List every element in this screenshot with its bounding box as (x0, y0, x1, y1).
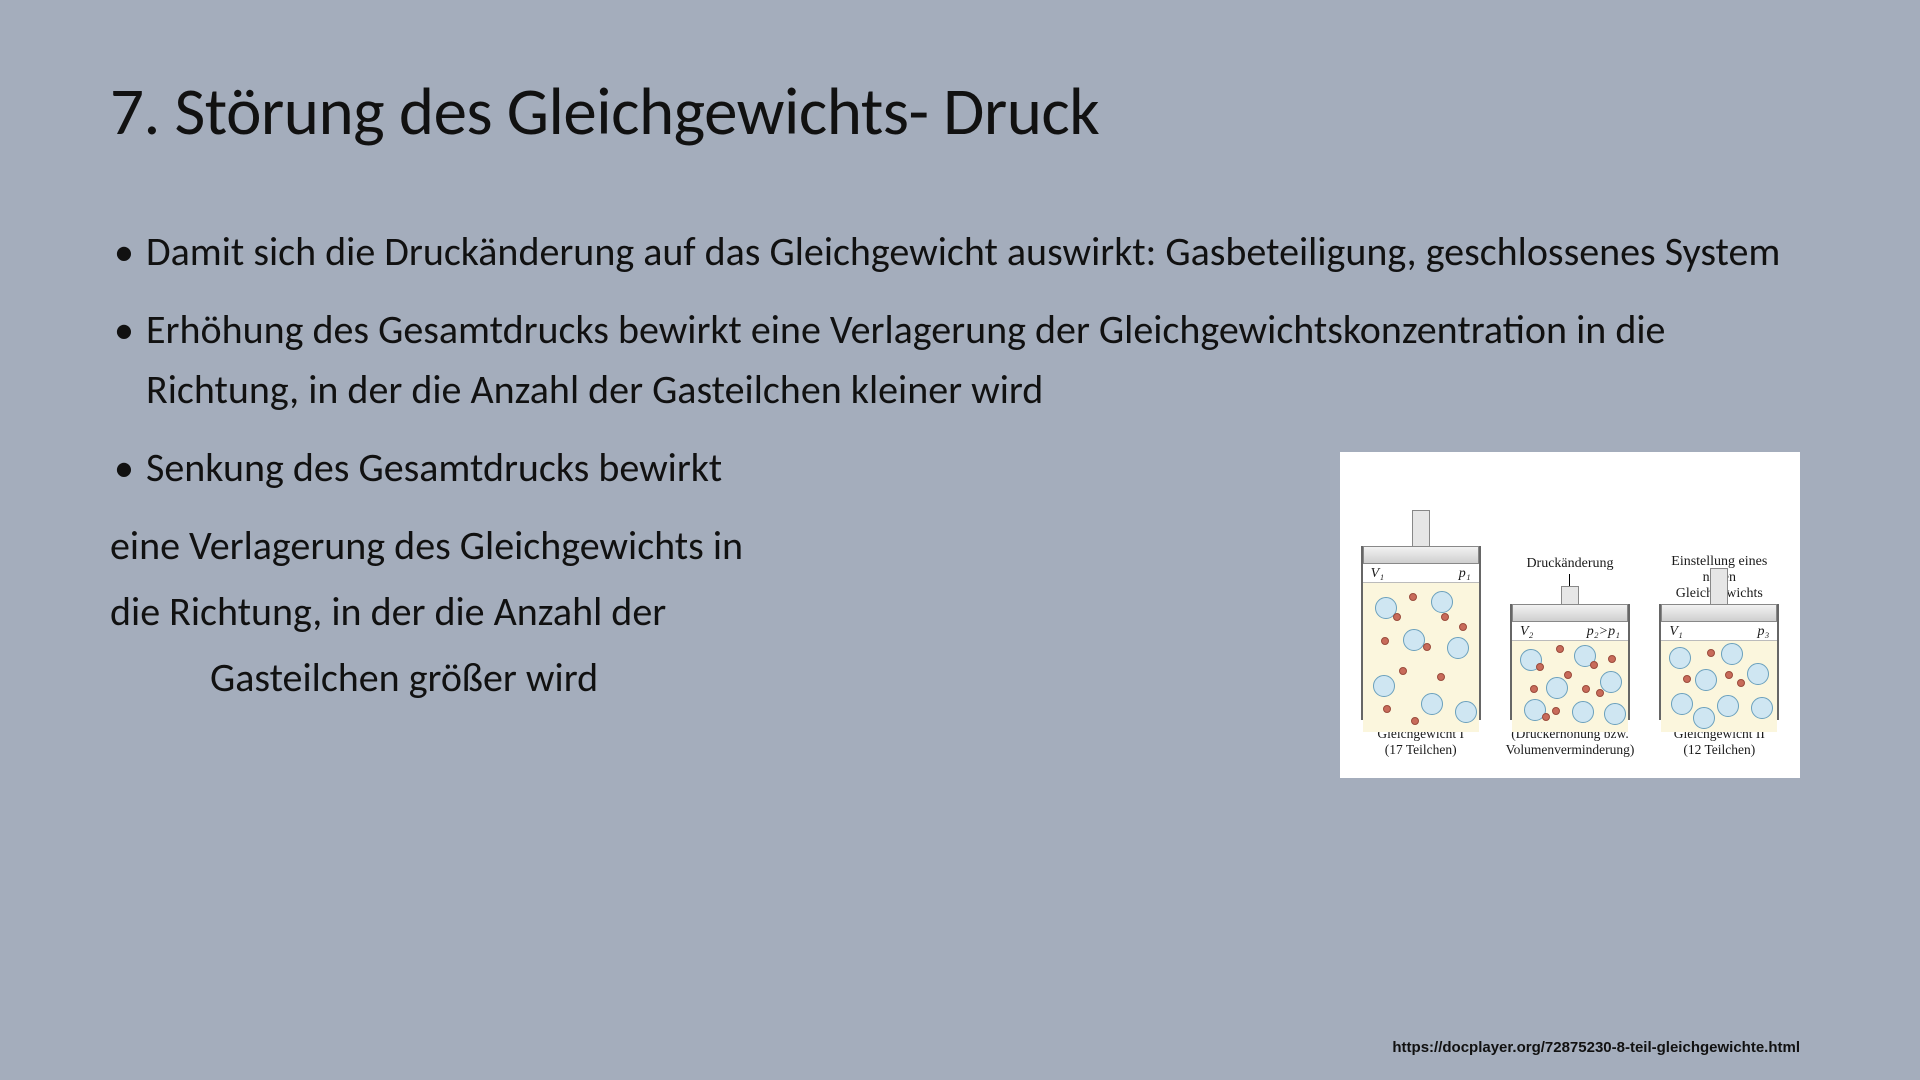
slide-title: 7. Störung des Gleichgewichts- Druck (110, 70, 1810, 152)
piston-rod (1412, 510, 1430, 546)
small-particle-icon (1530, 685, 1538, 693)
cylinder-3-body: V₁p₃ (1659, 604, 1779, 720)
large-particle-icon (1455, 701, 1477, 723)
large-particle-icon (1721, 643, 1743, 665)
cylinder-3-vp-labels: V₁p₃ (1661, 622, 1777, 640)
cylinder-3: Einstellung eines neuen GleichgewichtsV₁… (1645, 554, 1793, 720)
small-particle-icon (1556, 645, 1564, 653)
cylinder-1-body: V₁p₁ (1361, 546, 1481, 720)
small-particle-icon (1536, 663, 1544, 671)
large-particle-icon (1604, 703, 1626, 725)
large-particle-icon (1572, 701, 1594, 723)
large-particle-icon (1431, 591, 1453, 613)
large-particle-icon (1403, 629, 1425, 651)
large-particle-icon (1695, 669, 1717, 691)
small-particle-icon (1608, 655, 1616, 663)
source-citation: https://docplayer.org/72875230-8-teil-gl… (1392, 1039, 1800, 1056)
cylinder-2-body: V₂p₂>p₁ (1510, 604, 1630, 720)
small-particle-icon (1381, 637, 1389, 645)
slide: 7. Störung des Gleichgewichts- Druck Dam… (0, 0, 1920, 1080)
piston-rod (1561, 586, 1579, 604)
large-particle-icon (1669, 647, 1691, 669)
large-particle-icon (1600, 671, 1622, 693)
small-particle-icon (1552, 707, 1560, 715)
gas-region-1 (1363, 582, 1479, 732)
gas-region-3 (1661, 640, 1777, 732)
small-particle-icon (1437, 673, 1445, 681)
cylinder-2-top-label: Druckänderung (1526, 524, 1613, 572)
bullet-2: Erhöhung des Gesamtdrucks bewirkt eine V… (110, 300, 1810, 420)
small-particle-icon (1683, 675, 1691, 683)
large-particle-icon (1546, 677, 1568, 699)
small-particle-icon (1441, 613, 1449, 621)
piston-cap (1661, 604, 1777, 622)
pressure-diagram: V₁p₁ Druckänderung V₂p₂>p₁ Einstellung eine… (1340, 452, 1800, 778)
large-particle-icon (1751, 697, 1773, 719)
large-particle-icon (1373, 675, 1395, 697)
small-particle-icon (1393, 613, 1401, 621)
small-particle-icon (1423, 643, 1431, 651)
piston-cap (1363, 546, 1479, 564)
small-particle-icon (1383, 705, 1391, 713)
cylinder-1: V₁p₁ (1347, 466, 1495, 720)
piston-rod (1710, 568, 1728, 604)
large-particle-icon (1717, 695, 1739, 717)
small-particle-icon (1596, 689, 1604, 697)
gas-region-2 (1512, 640, 1628, 732)
small-particle-icon (1707, 649, 1715, 657)
small-particle-icon (1411, 717, 1419, 725)
small-particle-icon (1564, 671, 1572, 679)
large-particle-icon (1693, 707, 1715, 729)
large-particle-icon (1421, 693, 1443, 715)
large-particle-icon (1747, 663, 1769, 685)
large-particle-icon (1447, 637, 1469, 659)
small-particle-icon (1590, 661, 1598, 669)
small-particle-icon (1737, 679, 1745, 687)
cylinder-2-vp-labels: V₂p₂>p₁ (1512, 622, 1628, 640)
large-particle-icon (1671, 693, 1693, 715)
small-particle-icon (1459, 623, 1467, 631)
bullet-1: Damit sich die Druckänderung auf das Gle… (110, 222, 1810, 282)
small-particle-icon (1542, 713, 1550, 721)
small-particle-icon (1725, 671, 1733, 679)
small-particle-icon (1582, 685, 1590, 693)
cylinder-1-vp-labels: V₁p₁ (1363, 564, 1479, 582)
piston-cap (1512, 604, 1628, 622)
small-particle-icon (1399, 667, 1407, 675)
cylinder-2: Druckänderung V₂p₂>p₁ (1496, 524, 1644, 720)
small-particle-icon (1409, 593, 1417, 601)
